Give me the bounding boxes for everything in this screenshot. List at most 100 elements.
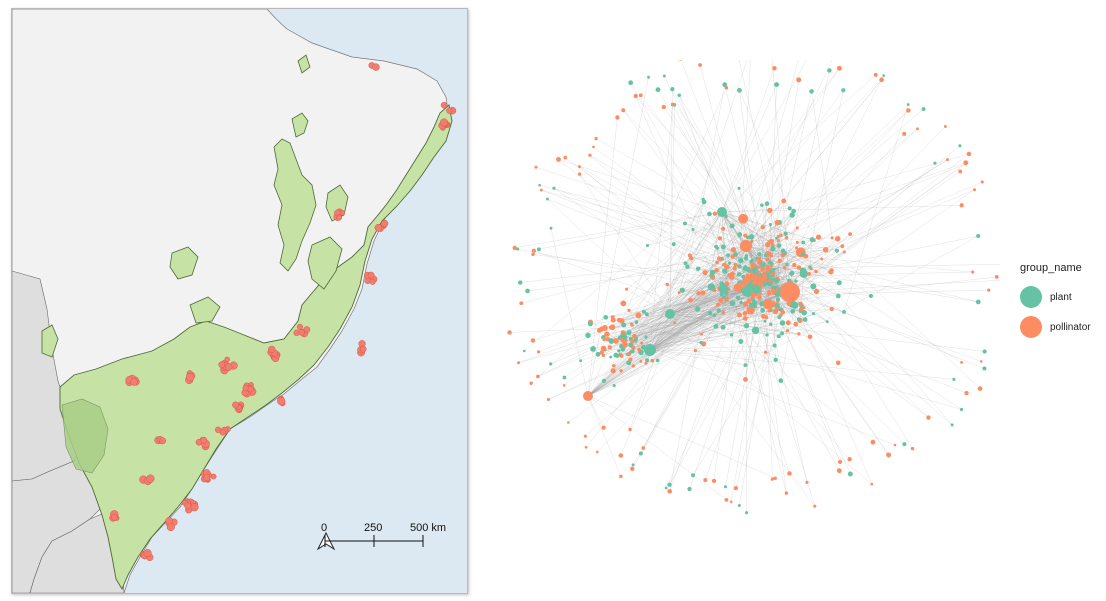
- pollinator-node: [906, 108, 911, 113]
- pollinator-node: [588, 153, 592, 157]
- network-edge: [669, 287, 753, 315]
- pollinator-node: [780, 252, 786, 258]
- plant-node: [827, 68, 832, 73]
- study-site-marker: [335, 214, 343, 221]
- plant-node: [737, 504, 741, 508]
- pollinator-node: [785, 320, 791, 326]
- study-site-marker: [440, 118, 449, 127]
- pollinator-node: [670, 102, 675, 107]
- pollinator-node: [767, 309, 771, 313]
- plant-node: [790, 308, 796, 314]
- network-edge: [702, 222, 780, 294]
- network-edge: [628, 211, 723, 311]
- forest-fragment: [273, 138, 317, 272]
- network-edge: [649, 281, 757, 351]
- network-edge: [745, 251, 845, 305]
- pollinator-node: [597, 327, 602, 333]
- pollinator-node: [743, 233, 748, 238]
- network-edge: [649, 280, 753, 351]
- network-edge: [649, 318, 746, 351]
- network-edge: [745, 245, 789, 284]
- network-edge: [769, 75, 884, 304]
- network-edge: [811, 91, 833, 238]
- network-edge: [547, 198, 671, 315]
- plant-node: [645, 243, 650, 248]
- network-edge: [624, 291, 791, 345]
- network-edge: [669, 310, 763, 485]
- plant-node: [614, 353, 620, 358]
- pollinator-node: [729, 500, 733, 504]
- pollinator-node: [529, 381, 533, 385]
- pollinator-node: [536, 374, 540, 379]
- network-edge: [514, 211, 723, 249]
- pollinator-node: [772, 66, 777, 71]
- pollinator-node: [644, 361, 648, 365]
- network-edge: [745, 60, 799, 247]
- network-edge: [620, 211, 723, 355]
- pollinator-node: [601, 353, 606, 358]
- network-edge: [587, 87, 727, 397]
- network-edge: [649, 68, 840, 351]
- network-edge: [750, 248, 774, 263]
- plant-node: [982, 349, 987, 354]
- network-edge: [610, 308, 832, 328]
- network-edge: [649, 349, 746, 366]
- plant-node: [516, 247, 520, 251]
- plant-node: [699, 340, 703, 345]
- network-edge: [623, 288, 729, 336]
- network-edge: [721, 211, 796, 325]
- network-edge: [745, 263, 772, 268]
- pollinator-node: [926, 415, 931, 420]
- network-edge: [632, 313, 671, 342]
- forest-interior-shade: [61, 398, 109, 474]
- plant-node: [743, 256, 749, 261]
- plant-node: [776, 243, 782, 248]
- pollinator-node: [567, 421, 570, 424]
- network-edge: [721, 211, 732, 335]
- network-edge: [669, 313, 715, 316]
- legend-item-pollinator: pollinator: [1020, 312, 1106, 342]
- network-edge: [634, 291, 791, 337]
- network-edge: [789, 238, 838, 281]
- atlantic-forest-map: 0 250 500 km: [12, 9, 467, 593]
- plant-node: [713, 323, 719, 329]
- study-site-marker: [380, 219, 389, 228]
- pollinator-node: [796, 265, 802, 270]
- network-edge: [623, 282, 756, 326]
- study-site-marker: [359, 345, 367, 353]
- pollinator-node: [963, 160, 969, 166]
- network-edge: [699, 64, 754, 267]
- network-edge: [721, 211, 962, 363]
- network-edge: [527, 249, 826, 292]
- network-edge: [635, 211, 723, 342]
- network-edge: [732, 249, 826, 257]
- study-site-marker: [166, 522, 175, 532]
- network-edge: [768, 236, 819, 283]
- plant-node: [769, 322, 773, 326]
- plant-node: [737, 264, 742, 269]
- network-edge: [649, 345, 775, 351]
- pollinator-node: [630, 338, 635, 344]
- pollinator-node: [628, 357, 633, 362]
- scale-label-250: 250: [364, 522, 382, 534]
- pollinator-node: [531, 252, 535, 257]
- network-edge: [771, 60, 791, 293]
- network-edge: [587, 275, 762, 397]
- network-edge: [649, 110, 909, 351]
- plant-node: [834, 248, 839, 253]
- network-edge: [622, 214, 793, 337]
- plant-node: [799, 269, 808, 278]
- plant-node: [722, 295, 726, 300]
- plant-node: [634, 320, 639, 325]
- plant-node: [779, 331, 785, 336]
- plant-node: [902, 442, 907, 447]
- pollinator-node: [748, 267, 752, 271]
- pollinator-node: [805, 480, 809, 484]
- plant-node: [755, 256, 759, 260]
- network-edge: [745, 224, 771, 380]
- pollinator-node: [840, 244, 845, 249]
- pollinator-node: [780, 310, 786, 315]
- network-edge: [745, 245, 832, 271]
- pollinator-node: [793, 321, 799, 327]
- plant-node: [655, 358, 660, 363]
